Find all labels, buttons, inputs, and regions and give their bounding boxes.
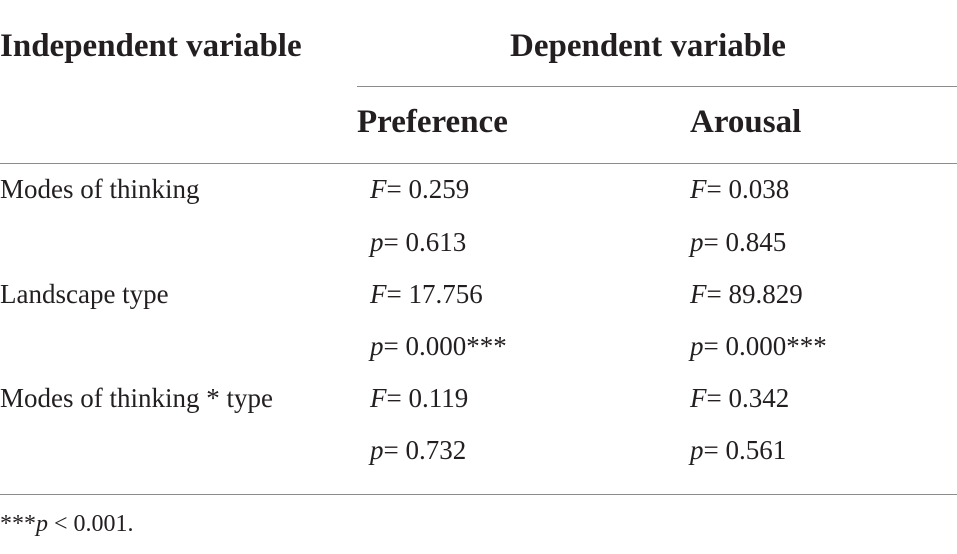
f-symbol: F (370, 279, 387, 309)
value-text: = 0.732 (383, 435, 467, 465)
arousal-p-value: p= 0.000*** (690, 333, 827, 360)
p-symbol: p (36, 511, 48, 537)
header-arousal: Arousal (690, 104, 802, 140)
arousal-f-value: F= 0.342 (690, 385, 789, 412)
preference-f-value: F= 0.259 (370, 176, 469, 203)
value-text: = 0.561 (703, 435, 787, 465)
value-text: = 0.342 (706, 383, 790, 413)
value-text: = 0.259 (386, 174, 470, 204)
preference-f-value: F= 0.119 (370, 385, 468, 412)
p-symbol: p (370, 331, 384, 361)
header-independent-variable: Independent variable (0, 28, 302, 64)
value-text: = 0.038 (706, 174, 790, 204)
header-bottom-rule (0, 163, 957, 164)
arousal-f-value: F= 89.829 (690, 281, 803, 308)
preference-f-value: F= 17.756 (370, 281, 483, 308)
row-label: Modes of thinking (0, 174, 200, 204)
value-text: = 0.613 (383, 227, 467, 257)
f-symbol: F (370, 383, 387, 413)
arousal-p-value: p= 0.845 (690, 229, 786, 256)
header-dependent-variable: Dependent variable (510, 28, 786, 64)
f-symbol: F (690, 383, 707, 413)
value-text: = 89.829 (706, 279, 803, 309)
row-label: Modes of thinking * type (0, 383, 273, 413)
p-symbol: p (370, 435, 384, 465)
preference-p-value: p= 0.613 (370, 229, 466, 256)
p-symbol: p (690, 331, 704, 361)
p-symbol: p (370, 227, 384, 257)
header-preference: Preference (357, 104, 508, 140)
table-bottom-rule (0, 494, 957, 495)
value-text: = 0.845 (703, 227, 787, 257)
footnote-stars: *** (0, 511, 36, 537)
value-text: = 17.756 (386, 279, 483, 309)
f-symbol: F (370, 174, 387, 204)
arousal-p-value: p= 0.561 (690, 437, 786, 464)
preference-p-value: p= 0.000*** (370, 333, 507, 360)
preference-p-value: p= 0.732 (370, 437, 466, 464)
dependent-variable-underline (357, 86, 957, 87)
value-text: = 0.000*** (383, 331, 507, 361)
value-text: = 0.000*** (703, 331, 827, 361)
p-symbol: p (690, 435, 704, 465)
f-symbol: F (690, 174, 707, 204)
table-footnote: ***p < 0.001. (0, 512, 134, 536)
p-symbol: p (690, 227, 704, 257)
f-symbol: F (690, 279, 707, 309)
row-label: Landscape type (0, 279, 169, 309)
arousal-f-value: F= 0.038 (690, 176, 789, 203)
value-text: = 0.119 (386, 383, 469, 413)
footnote-text: < 0.001. (48, 511, 134, 537)
